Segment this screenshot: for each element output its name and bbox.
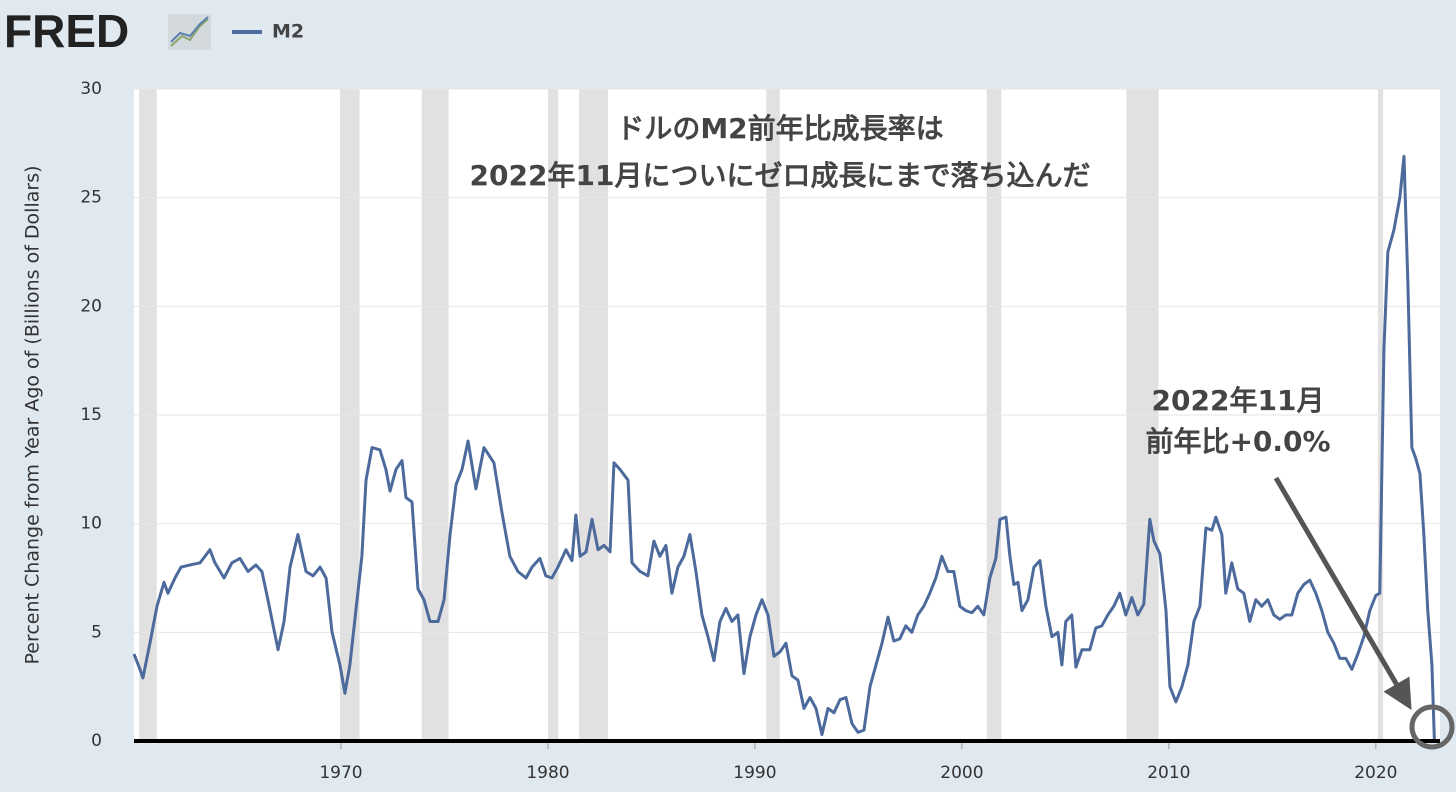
- x-tick-label: 2000: [940, 763, 983, 783]
- y-tick-label: 25: [80, 188, 102, 208]
- data-line: [132, 154, 1436, 742]
- y-tick-label: 15: [80, 405, 102, 425]
- x-tick-label: 1990: [733, 763, 776, 783]
- x-tick-label: 2010: [1147, 763, 1190, 783]
- logo-icon: [168, 14, 211, 50]
- annotation: 前年比+0.0%: [1145, 425, 1330, 458]
- y-tick-label: 30: [80, 79, 102, 99]
- y-tick-label: 0: [91, 731, 102, 751]
- y-tick-label: 5: [91, 622, 102, 642]
- logo: FRED: [4, 5, 129, 57]
- annotation: 2022年11月: [1152, 384, 1325, 417]
- x-tick-label: 1970: [319, 763, 362, 783]
- title-line: ドルのM2前年比成長率は: [616, 112, 943, 145]
- legend-label: M2: [272, 21, 304, 43]
- annotation-arrow: [1273, 476, 1412, 710]
- annotation-circle: [1409, 704, 1455, 750]
- y-tick-label: 20: [80, 296, 102, 316]
- y-axis-label: Percent Change from Year Ago of (Billion…: [22, 165, 44, 664]
- title-line: 2022年11月についにゼロ成長にまで落ち込んだ: [470, 159, 1091, 192]
- x-tick-label: 2020: [1354, 763, 1397, 783]
- y-tick-label: 10: [80, 514, 102, 534]
- x-tick-label: 1980: [526, 763, 569, 783]
